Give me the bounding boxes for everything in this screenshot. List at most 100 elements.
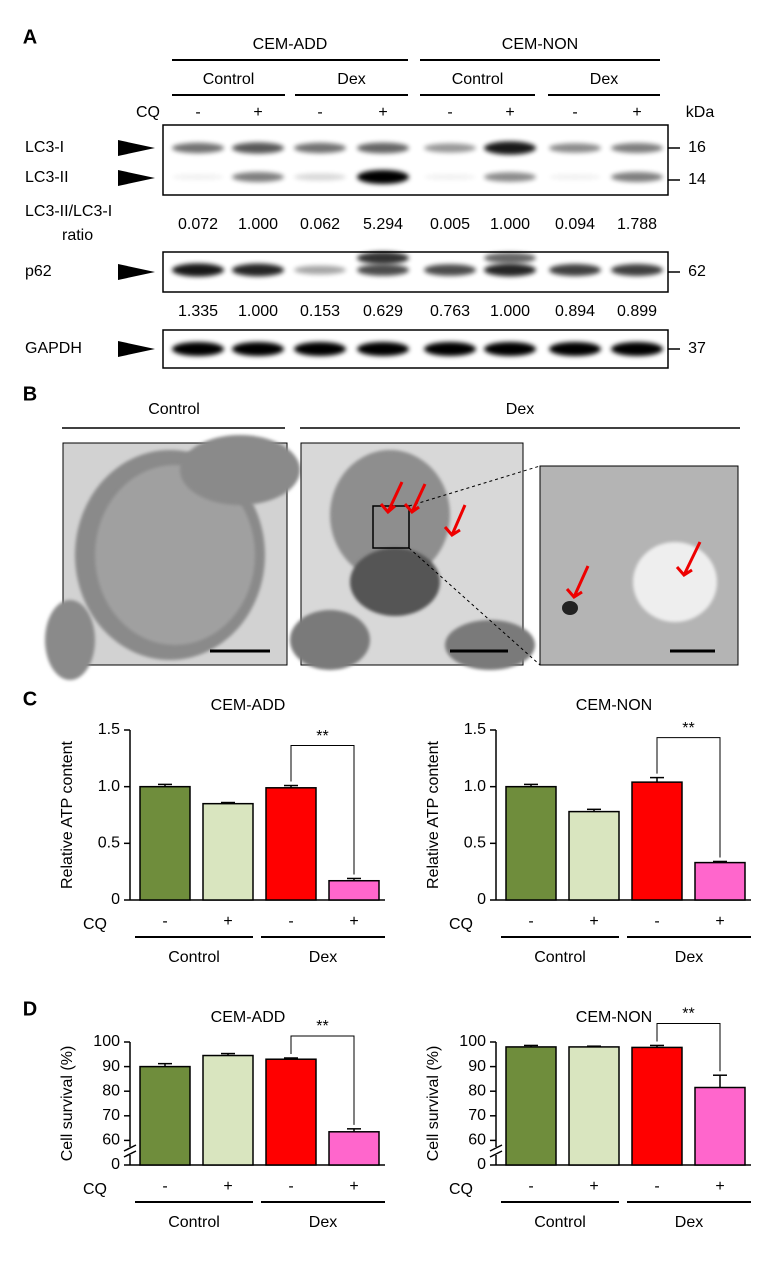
p62-value: 0.629 — [363, 303, 403, 320]
p62-value: 0.763 — [430, 303, 470, 320]
y-tick-label: 1.0 — [98, 778, 120, 795]
cq-label: CQ — [449, 1181, 473, 1198]
band — [294, 342, 346, 356]
band — [549, 173, 601, 181]
band — [172, 342, 224, 356]
significance-bracket — [656, 1022, 721, 1072]
significance-label: ** — [316, 1018, 328, 1035]
group-label: Control — [148, 401, 200, 418]
bar — [694, 861, 746, 901]
chart-title: CEM-ADD — [211, 1009, 286, 1026]
band — [172, 173, 224, 181]
cq-label: CQ — [449, 916, 473, 933]
arrowhead — [118, 341, 155, 357]
significance-bracket — [290, 1035, 355, 1125]
bar — [631, 1046, 683, 1166]
subgroup-label: Dex — [337, 71, 365, 88]
cq-sign: + — [223, 913, 232, 930]
bar — [202, 802, 254, 901]
ratio-label: LC3-II/LC3-I — [25, 203, 112, 220]
y-tick-label: 90 — [102, 1058, 120, 1075]
band — [611, 264, 663, 276]
marker-label: 14 — [688, 171, 706, 188]
cq-sign: + — [589, 913, 598, 930]
band — [611, 342, 663, 356]
bar — [631, 781, 683, 901]
bar — [265, 1058, 317, 1166]
cq-sign: - — [162, 1178, 167, 1195]
ratio-value: 0.072 — [178, 216, 218, 233]
subgroup-label: Control — [452, 71, 504, 88]
protein-label: p62 — [25, 263, 52, 280]
y-tick-label: 0 — [111, 1156, 120, 1173]
bar — [328, 879, 380, 901]
y-tick-label: 70 — [102, 1107, 120, 1124]
band — [549, 264, 601, 276]
protein-label: LC3-II — [25, 169, 69, 186]
micrograph-control — [45, 435, 300, 680]
cq-sign: + — [223, 1178, 232, 1195]
cq-label: CQ — [136, 104, 160, 121]
cq-sign: + — [715, 913, 724, 930]
band — [294, 173, 346, 181]
cq-sign: - — [288, 1178, 293, 1195]
bar — [568, 1046, 620, 1166]
bar — [139, 1065, 191, 1166]
band — [232, 263, 284, 277]
bar — [505, 1046, 557, 1166]
significance-label: ** — [682, 720, 694, 737]
y-tick-label: 80 — [102, 1082, 120, 1099]
ratio-value: 0.062 — [300, 216, 340, 233]
band — [484, 263, 536, 277]
band — [424, 143, 476, 153]
protein-label: LC3-I — [25, 139, 64, 156]
group-label: Control — [534, 1214, 586, 1231]
significance-label: ** — [682, 1006, 694, 1023]
significance-bracket — [290, 745, 355, 875]
y-tick-label: 90 — [468, 1058, 486, 1075]
marker-label: 62 — [688, 263, 706, 280]
panel-label: D — [23, 998, 37, 1020]
bar — [202, 1054, 254, 1166]
y-tick-label: 1.5 — [464, 721, 486, 738]
band — [549, 342, 601, 356]
group-label: Dex — [506, 401, 534, 418]
band — [424, 173, 476, 181]
band — [484, 342, 536, 356]
panel-label: A — [23, 26, 37, 48]
y-tick-label: 0 — [477, 1156, 486, 1173]
ratio-label: ratio — [62, 227, 93, 244]
cq-sign: + — [349, 1178, 358, 1195]
group-label: Dex — [675, 1214, 703, 1231]
bar — [568, 810, 620, 901]
band — [424, 342, 476, 356]
band — [424, 264, 476, 276]
arrowhead — [118, 140, 155, 156]
cq-sign: - — [528, 913, 533, 930]
band — [232, 342, 284, 356]
ratio-value: 1.788 — [617, 216, 657, 233]
blot — [162, 124, 669, 196]
subgroup-label: Control — [203, 71, 255, 88]
p62-value: 0.153 — [300, 303, 340, 320]
cq-sign: + — [632, 104, 641, 121]
y-tick-label: 0.5 — [464, 835, 486, 852]
group-label: CEM-NON — [502, 36, 578, 53]
cq-sign: - — [654, 913, 659, 930]
significance-bracket — [656, 737, 721, 858]
y-tick-label: 1.0 — [464, 778, 486, 795]
axis-break — [123, 1144, 137, 1158]
band — [484, 141, 536, 155]
group-label: Control — [168, 949, 220, 966]
band — [172, 142, 224, 154]
cq-sign: + — [378, 104, 387, 121]
panel-label: C — [23, 688, 37, 710]
y-axis-label: Cell survival (%) — [59, 1046, 76, 1162]
y-tick-label: 0.5 — [98, 835, 120, 852]
group-label: Dex — [309, 949, 337, 966]
band — [357, 170, 409, 184]
cq-label: CQ — [83, 1181, 107, 1198]
p62-value: 0.899 — [617, 303, 657, 320]
ratio-value: 0.094 — [555, 216, 595, 233]
